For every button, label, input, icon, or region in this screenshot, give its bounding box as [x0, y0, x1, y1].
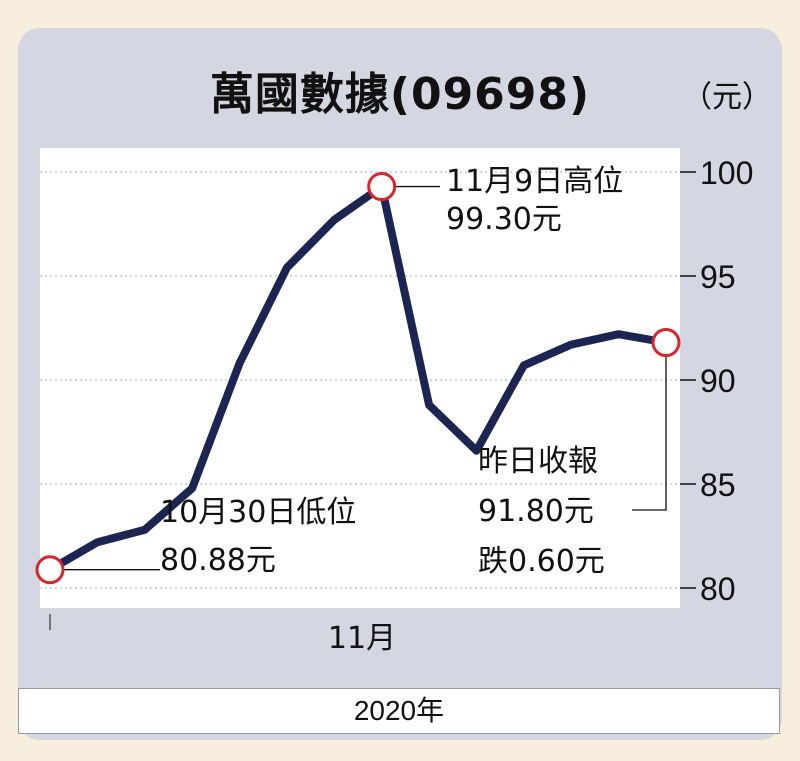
y-tick-label-80: 80 [700, 571, 736, 607]
annotation-low-date: 10月30日低位 [160, 495, 357, 530]
annotation-close-label: 昨日收報 [478, 444, 598, 479]
x-tick-label-nov: 11月 [328, 621, 396, 656]
annotation-low-value: 80.88元 [160, 543, 276, 578]
annotation-high-value: 99.30元 [446, 202, 562, 237]
chart-title: 萬國數據(09698) [209, 69, 591, 120]
marker-low [35, 555, 65, 585]
y-tick-label-100: 100 [700, 155, 753, 191]
y-tick-label-95: 95 [700, 259, 736, 295]
annotation-high-date: 11月9日高位 [446, 164, 624, 199]
annotation-close-change: 跌0.60元 [478, 544, 605, 579]
price-line [46, 182, 670, 574]
y-tick-label-85: 85 [700, 467, 736, 503]
y-tick-label-90: 90 [700, 363, 736, 399]
x-axis-year: 2020年 [18, 688, 780, 734]
marker-high [367, 172, 397, 202]
leader-line-close [632, 356, 667, 511]
marker-close [651, 328, 681, 358]
annotation-close-value: 91.80元 [478, 494, 594, 529]
unit-label: （元） [682, 80, 772, 115]
